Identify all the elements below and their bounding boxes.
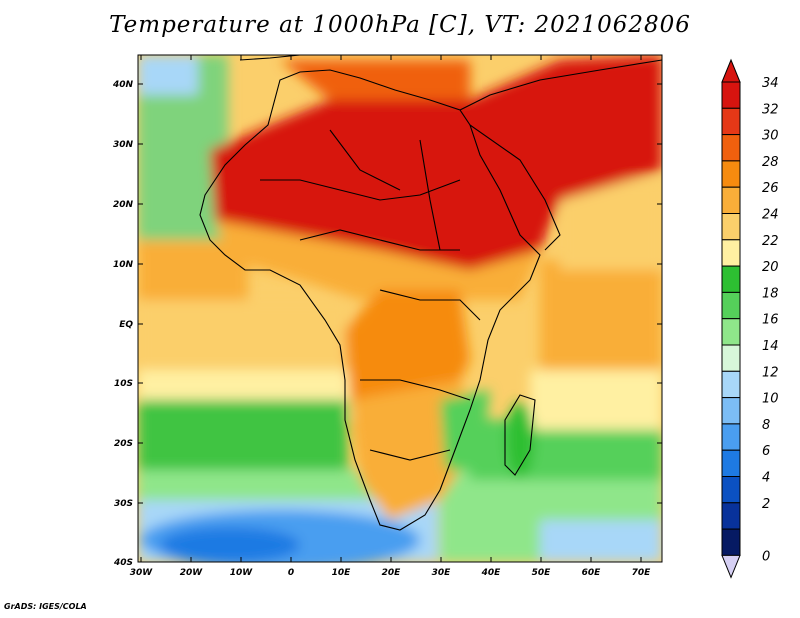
temperature-field (138, 55, 662, 562)
lat-label: EQ (119, 320, 133, 330)
colorbar-label: 12 (762, 365, 779, 380)
lon-label: 0 (288, 568, 294, 578)
colorbar-label: 2 (762, 497, 770, 512)
colorbar-swatch (721, 344, 741, 372)
lat-label: 20N (113, 200, 134, 210)
lat-label: 40N (112, 80, 134, 90)
colorbar-swatch (721, 318, 741, 346)
map-axes: 30W 20W 10W 0 10E 20E 30E 40E 50E 60E 70E 40N 30N 20N… (112, 55, 662, 578)
colorbar-swatch (721, 423, 741, 451)
colorbar-label: 30 (762, 129, 779, 144)
lon-label: 20W (180, 568, 204, 578)
lon-label: 60E (582, 568, 602, 578)
colorbar-label: 8 (762, 418, 770, 433)
colorbar-swatch (721, 370, 741, 399)
lon-label: 30W (130, 568, 154, 578)
lon-label: 30E (432, 568, 452, 578)
colorbar-label: 24 (762, 208, 779, 223)
lat-label: 20S (114, 439, 133, 449)
colorbar-label: 16 (762, 313, 779, 328)
colorbar-swatch (721, 239, 741, 267)
colorbar-swatch (721, 107, 741, 136)
colorbar-label: 20 (762, 260, 779, 275)
colorbar-label: 0 (762, 549, 770, 564)
grads-credit: GrADS: IGES/COLA (4, 602, 87, 611)
lon-label: 20E (382, 568, 402, 578)
lon-label: 40E (481, 568, 502, 578)
colorbar-swatch (721, 528, 741, 556)
colorbar-swatch (721, 160, 741, 188)
colorbar-label: 14 (762, 339, 779, 354)
lon-label: 10E (332, 568, 352, 578)
colorbar-label: 22 (762, 234, 779, 249)
map-title: Temperature at 1000hPa [C], VT: 20210628… (109, 12, 691, 38)
colorbar-label: 6 (762, 444, 770, 459)
lat-label: 40S (113, 558, 133, 568)
colorbar-swatch (721, 265, 741, 293)
colorbar-label: 32 (762, 102, 779, 117)
lat-label: 30N (113, 140, 134, 150)
lat-label: 10S (114, 379, 133, 389)
lat-label: 10N (113, 260, 134, 270)
colorbar-swatch (721, 476, 741, 504)
colorbar-label: 4 (762, 471, 770, 486)
colorbar-swatch (721, 134, 741, 162)
lon-label: 10W (230, 568, 254, 578)
colorbar-swatch (721, 449, 741, 478)
colorbar-label: 28 (762, 155, 779, 170)
colorbar-label: 18 (762, 286, 779, 301)
lat-label: 30S (114, 499, 133, 509)
colorbar-label: 10 (762, 392, 779, 407)
colorbar-swatch (721, 502, 741, 530)
plot-frame (137, 54, 663, 563)
colorbar-swatch (721, 397, 741, 425)
lon-label: 50E (532, 568, 552, 578)
lon-label: 70E (632, 568, 652, 578)
colorbar-swatch (721, 213, 741, 241)
colorbar-min-arrow (721, 554, 741, 579)
colorbar-swatch (721, 186, 741, 214)
colorbar-max-arrow (721, 58, 741, 83)
coastlines (199, 55, 662, 531)
colorbar-label: 26 (762, 181, 779, 196)
colorbar-swatch (721, 291, 741, 320)
colorbar-swatch (721, 81, 741, 109)
colorbar-label: 34 (762, 76, 779, 91)
